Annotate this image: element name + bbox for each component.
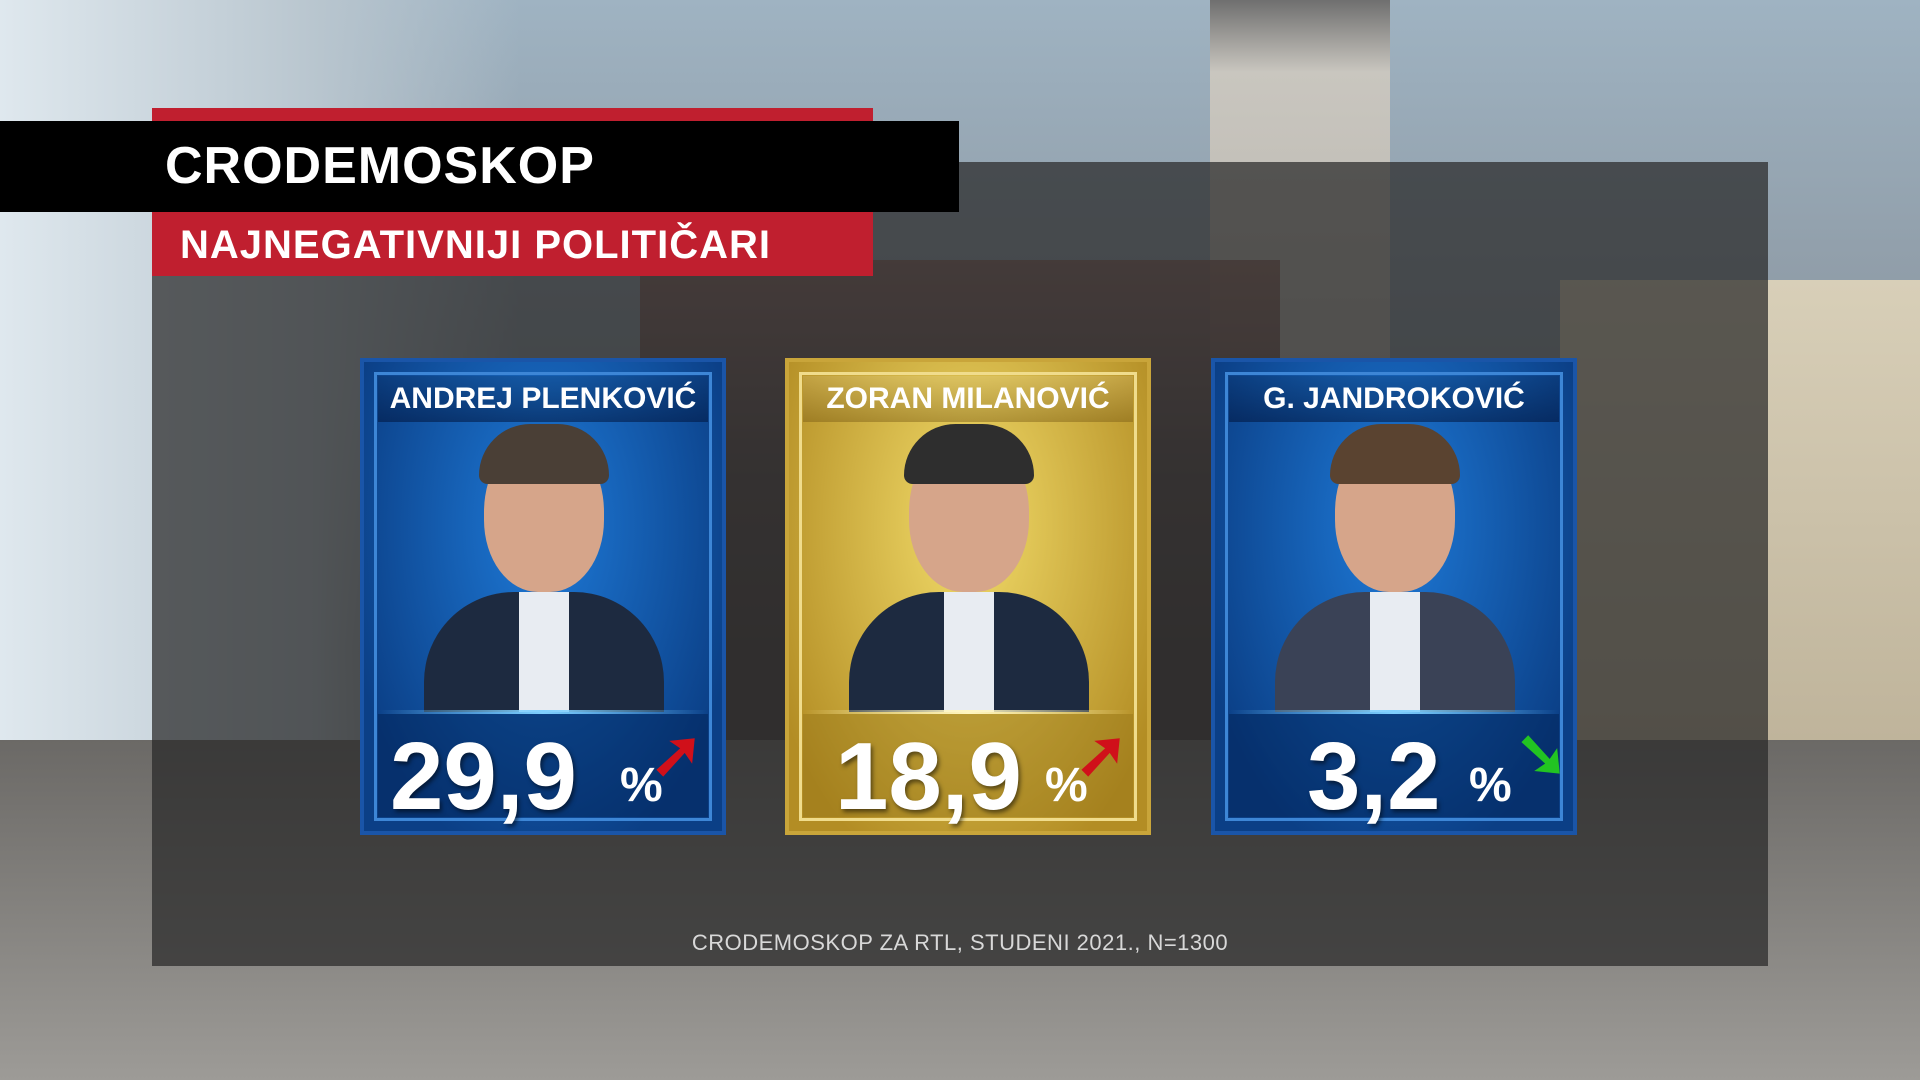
trend-down-arrow-icon: ➘ bbox=[1515, 718, 1569, 790]
percent-sign: % bbox=[620, 759, 663, 812]
politician-card-jandrokovic: G. JANDROKOVIĆ 3,2 % ➘ bbox=[1211, 358, 1577, 835]
title-bar bbox=[0, 121, 959, 212]
subtitle-bar bbox=[152, 212, 873, 276]
trend-up-arrow-icon: ➚ bbox=[1075, 718, 1129, 790]
percentage-value: 3,2 bbox=[1307, 723, 1441, 830]
percentage-value: 29,9 bbox=[390, 723, 577, 830]
politician-photo bbox=[424, 424, 664, 712]
page-subtitle: NAJNEGATIVNIJI POLITIČARI bbox=[180, 223, 771, 267]
title-accent-strip bbox=[152, 108, 873, 122]
politician-photo bbox=[849, 424, 1089, 712]
politician-card-milanovic: ZORAN MILANOVIĆ 18,9 % ➚ bbox=[785, 358, 1151, 835]
trend-up-arrow-icon: ➚ bbox=[650, 718, 704, 790]
source-note: CRODEMOSKOP ZA RTL, STUDENI 2021., N=130… bbox=[691, 930, 1229, 955]
page-title: CRODEMOSKOP bbox=[165, 137, 595, 195]
politician-name: ANDREJ PLENKOVIĆ bbox=[378, 376, 708, 422]
politician-card-plenkovic: ANDREJ PLENKOVIĆ 29,9 % ➚ bbox=[360, 358, 726, 835]
percent-sign: % bbox=[1045, 759, 1088, 812]
politician-name: G. JANDROKOVIĆ bbox=[1229, 376, 1559, 422]
politician-photo bbox=[1275, 424, 1515, 712]
percentage-value: 18,9 bbox=[835, 723, 1022, 830]
percent-sign: % bbox=[1469, 759, 1512, 812]
politician-name: ZORAN MILANOVIĆ bbox=[803, 376, 1133, 422]
